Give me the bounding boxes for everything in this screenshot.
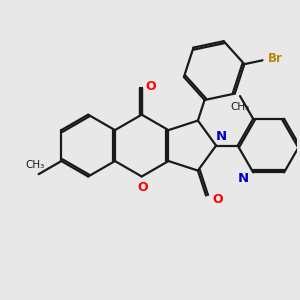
Text: N: N xyxy=(216,130,227,143)
Text: O: O xyxy=(212,193,223,206)
Text: N: N xyxy=(237,172,248,185)
Text: Br: Br xyxy=(268,52,282,65)
Text: CH₃: CH₃ xyxy=(26,160,45,170)
Text: O: O xyxy=(145,80,156,93)
Text: O: O xyxy=(137,181,148,194)
Text: CH₃: CH₃ xyxy=(230,102,250,112)
